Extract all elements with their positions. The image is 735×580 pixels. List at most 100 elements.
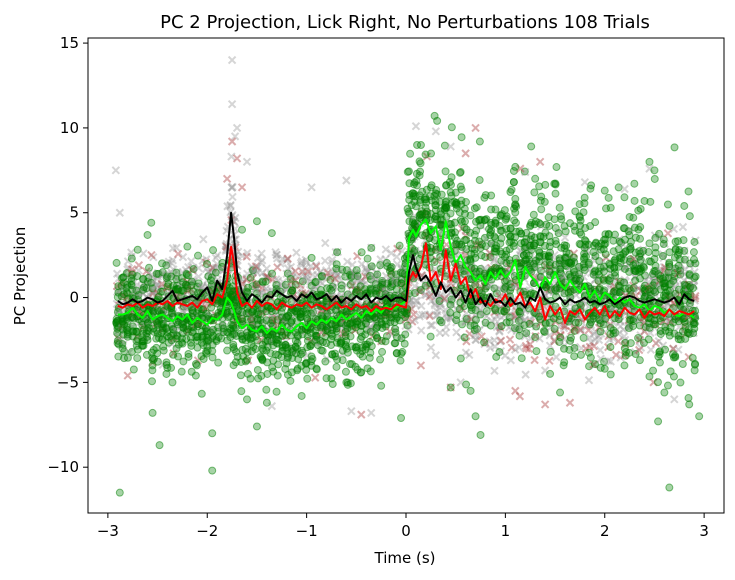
scatter-point-green	[410, 246, 419, 255]
scatter-point-green	[148, 354, 157, 363]
scatter-point-green	[649, 281, 658, 290]
scatter-point-green	[461, 198, 470, 207]
scatter-point-green	[435, 220, 444, 229]
scatter-point-green	[663, 200, 672, 209]
scatter-point-green	[187, 281, 196, 290]
scatter-point-green	[552, 163, 561, 172]
scatter-point-green	[515, 227, 524, 236]
scatter-point-gray	[168, 256, 177, 265]
scatter-point-gray	[168, 244, 178, 253]
scatter-point-green	[203, 259, 212, 268]
scatter-point-green	[193, 282, 202, 291]
scatter-point-green	[646, 197, 655, 206]
scatter-point-red	[134, 260, 144, 270]
scatter-point-green	[517, 354, 526, 363]
scatter-point-green	[600, 186, 609, 195]
scatter-point-green	[346, 332, 355, 341]
scatter-point-green	[511, 218, 520, 227]
y-tick-label: 15	[60, 34, 79, 52]
scatter-point-gray	[208, 264, 218, 273]
scatter-point-green	[440, 204, 449, 213]
scatter-point-green	[167, 363, 176, 372]
scatter-point-green	[209, 246, 218, 255]
scatter-point-green	[162, 261, 171, 270]
scatter-point-green	[365, 353, 374, 362]
scatter-point-gray	[198, 281, 207, 291]
scatter-point-green	[630, 179, 639, 188]
scatter-point-green	[307, 352, 316, 361]
scatter-point-green	[390, 339, 399, 348]
scatter-point-gray	[172, 243, 181, 253]
scatter-point-green	[162, 358, 171, 367]
scatter-point-green	[446, 209, 455, 218]
scatter-point-green	[286, 376, 295, 385]
scatter-point-green	[378, 347, 387, 356]
scatter-point-green	[487, 191, 496, 200]
x-tick-label: −1	[296, 522, 318, 540]
y-tick-label: −5	[57, 373, 79, 391]
scatter-point-green	[148, 377, 157, 386]
scatter-point-green	[678, 360, 687, 369]
scatter-point-green	[511, 200, 520, 209]
scatter-point-green	[665, 483, 674, 492]
x-tick-label: 0	[401, 522, 411, 540]
scatter-point-green	[446, 383, 455, 392]
scatter-point-green	[262, 385, 271, 394]
scatter-point-green	[511, 162, 520, 171]
scatter-point-gray	[213, 260, 222, 269]
scatter-point-green	[406, 149, 415, 158]
scatter-point-green	[154, 269, 163, 278]
scatter-point-green	[645, 157, 654, 166]
scatter-point-green	[460, 302, 469, 311]
scatter-point-green	[184, 352, 193, 361]
scatter-point-green	[644, 335, 653, 344]
scatter-point-green	[541, 180, 550, 189]
scatter-point-green	[601, 250, 610, 259]
scatter-point-green	[415, 157, 424, 166]
scatter-point-gray	[187, 256, 196, 266]
scatter-point-green	[663, 381, 672, 390]
scatter-point-green	[115, 488, 124, 497]
scatter-point-green	[655, 358, 664, 367]
scatter-point-green	[554, 229, 563, 238]
scatter-point-green	[390, 310, 399, 319]
scatter-point-green	[163, 282, 172, 291]
scatter-point-green	[148, 284, 157, 293]
scatter-point-green	[606, 203, 615, 212]
scatter-point-green	[691, 259, 700, 268]
scatter-point-green	[191, 371, 200, 380]
scatter-point-green	[426, 332, 435, 341]
x-tick-label: 2	[600, 522, 610, 540]
scatter-point-green	[281, 365, 290, 374]
scatter-point-green	[206, 328, 215, 337]
scatter-point-green	[142, 284, 151, 293]
scatter-point-gray	[164, 257, 174, 266]
scatter-point-green	[202, 309, 211, 318]
scatter-point-red	[208, 263, 218, 272]
scatter-point-green	[659, 235, 668, 244]
scatter-point-green	[237, 387, 246, 396]
scatter-point-green	[133, 245, 142, 254]
scatter-point-green	[470, 204, 479, 213]
scatter-point-green	[356, 368, 365, 377]
scatter-point-green	[500, 206, 509, 215]
scatter-point-gray	[123, 257, 133, 266]
scatter-point-gray	[178, 252, 188, 262]
scatter-point-green	[596, 327, 605, 336]
scatter-point-green	[447, 173, 456, 182]
scatter-point-gray	[194, 263, 203, 273]
scatter-point-gray	[149, 252, 158, 262]
scatter-point-green	[153, 357, 162, 366]
scatter-point-gray	[127, 248, 136, 257]
scatter-point-green	[680, 201, 689, 210]
scatter-point-green	[606, 343, 615, 352]
scatter-point-red	[173, 249, 183, 259]
scatter-point-green	[366, 367, 375, 376]
scatter-point-green	[273, 371, 282, 380]
scatter-point-green	[427, 149, 436, 158]
scatter-point-green	[172, 268, 181, 277]
scatter-point-gray	[188, 263, 198, 272]
scatter-point-green	[644, 247, 653, 256]
scatter-point-green	[545, 232, 554, 241]
scatter-point-gray	[152, 280, 162, 290]
